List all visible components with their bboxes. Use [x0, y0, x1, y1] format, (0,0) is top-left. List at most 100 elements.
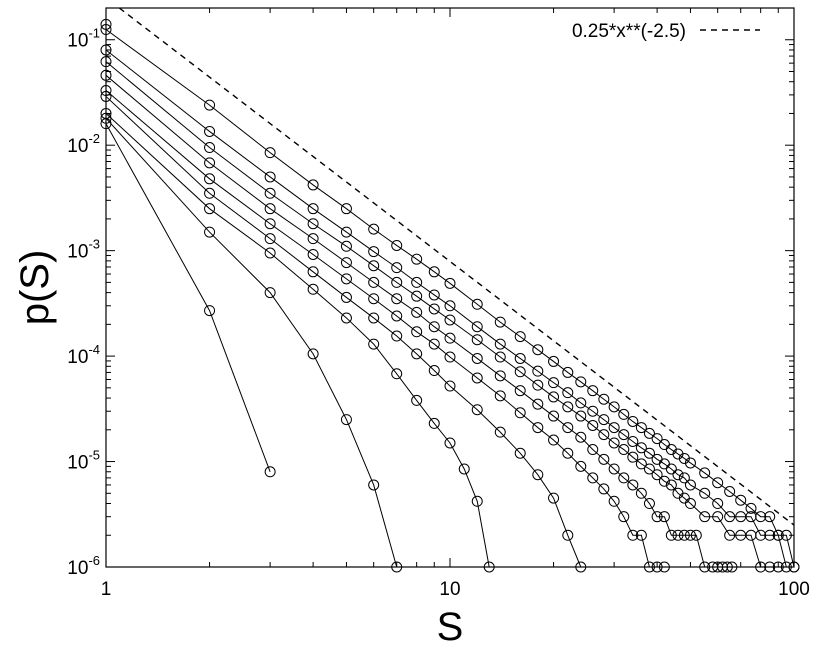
data-point [627, 479, 639, 491]
data-point [204, 226, 216, 238]
data-point [444, 277, 456, 289]
data-point [428, 289, 440, 301]
data-point [658, 511, 670, 523]
data-point [672, 469, 684, 481]
y-tick-label: 10-4 [67, 342, 100, 368]
reference-power-law-line [118, 7, 795, 526]
data-point [587, 444, 599, 456]
data-point [428, 338, 440, 350]
data-point [575, 410, 587, 422]
data-point [458, 463, 470, 475]
plot-frame [105, 7, 795, 568]
series-1 [100, 118, 276, 478]
data-point [635, 442, 647, 454]
data-point [618, 472, 630, 484]
data-point [307, 348, 319, 360]
data-point [204, 99, 216, 111]
data-point [471, 372, 483, 384]
series-line [105, 113, 490, 568]
data-point [608, 463, 620, 475]
data-point [340, 273, 352, 285]
data-point [471, 404, 483, 416]
data-point [724, 529, 736, 541]
data-point [618, 511, 630, 523]
data-point [428, 266, 440, 278]
data-point [562, 529, 574, 541]
data-point [627, 451, 639, 463]
data-point [307, 283, 319, 295]
data-point [471, 334, 483, 346]
data-point [598, 453, 610, 465]
series-line [105, 49, 794, 568]
data-point [340, 226, 352, 238]
series-6 [100, 69, 738, 573]
data-point [587, 405, 599, 417]
data-point [411, 253, 423, 265]
data-point [368, 338, 380, 350]
x-axis-title: S [437, 605, 464, 648]
data-point [264, 287, 276, 299]
data-point [651, 511, 663, 523]
data-point [745, 502, 757, 514]
data-point [690, 529, 702, 541]
data-point [340, 312, 352, 324]
data-point [264, 171, 276, 183]
data-point [428, 365, 440, 377]
data-point [684, 498, 696, 510]
series-2 [100, 112, 403, 573]
data-point [532, 379, 544, 391]
data-point [651, 433, 663, 445]
data-point [307, 218, 319, 230]
data-point [684, 529, 696, 541]
data-point [204, 187, 216, 199]
data-point [368, 276, 380, 288]
data-point [307, 248, 319, 260]
data-point [391, 330, 403, 342]
data-point [772, 529, 784, 541]
data-point [514, 407, 526, 419]
data-point [548, 355, 560, 367]
data-point [684, 457, 696, 469]
data-point [532, 344, 544, 356]
data-point [428, 321, 440, 333]
data-point [672, 529, 684, 541]
data-point [575, 397, 587, 409]
data-point [471, 495, 483, 507]
data-point [411, 276, 423, 288]
data-point [699, 467, 711, 479]
x-tick-label: 10 [439, 579, 460, 600]
data-point [391, 239, 403, 251]
data-point [764, 529, 776, 541]
data-point [204, 203, 216, 215]
data-point [514, 331, 526, 343]
tick-marks-group [105, 7, 795, 568]
data-point [635, 529, 647, 541]
data-point [368, 246, 380, 258]
data-point [264, 233, 276, 245]
data-point [608, 401, 620, 413]
data-point [598, 429, 610, 441]
series-7 [100, 56, 784, 573]
data-point [514, 366, 526, 378]
data-point [598, 414, 610, 426]
data-point [627, 435, 639, 447]
data-point [444, 314, 456, 326]
data-point [444, 332, 456, 344]
data-point [444, 380, 456, 392]
data-point [204, 125, 216, 137]
data-point [264, 203, 276, 215]
data-point [514, 352, 526, 364]
data-point [411, 394, 423, 406]
data-point [264, 147, 276, 159]
data-point [340, 291, 352, 303]
data-point [411, 326, 423, 338]
data-point [368, 293, 380, 305]
data-point [264, 466, 276, 478]
x-tick-label: 100 [778, 579, 810, 600]
data-point [494, 351, 506, 363]
series-line [105, 96, 582, 568]
series-9 [100, 24, 800, 573]
y-axis-title: p(S) [13, 250, 57, 326]
data-point [444, 300, 456, 312]
